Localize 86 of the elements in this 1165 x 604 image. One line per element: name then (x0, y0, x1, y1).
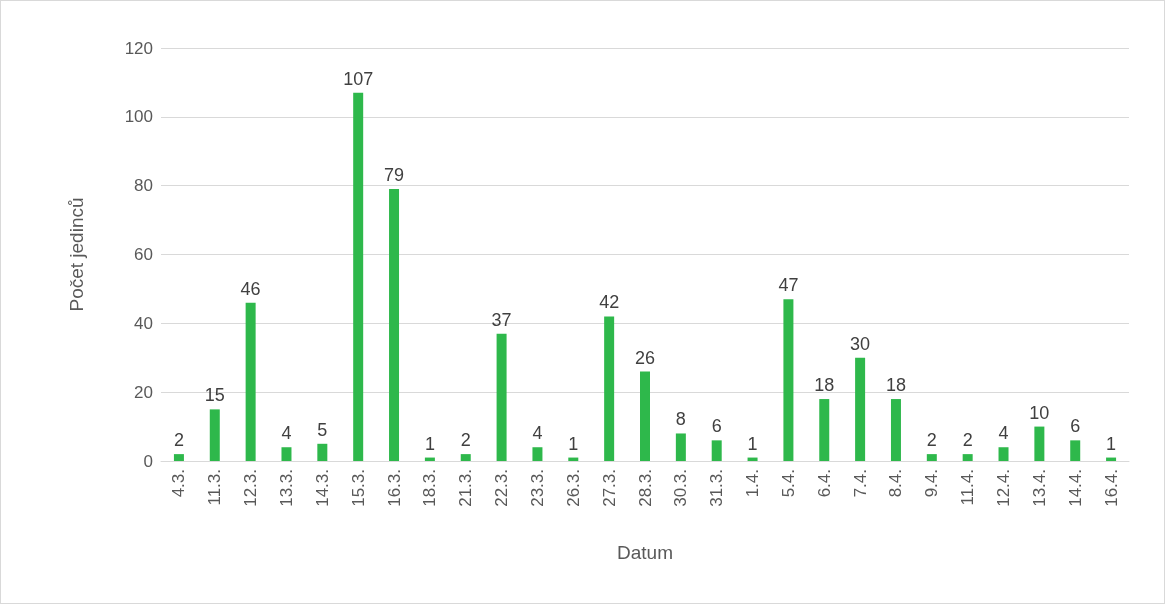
data-label: 1 (424, 433, 435, 454)
data-label: 2 (460, 430, 471, 451)
bar (532, 447, 543, 461)
bar (1034, 426, 1045, 461)
bar (640, 371, 650, 461)
data-label: 10 (1029, 402, 1050, 423)
x-tick-label: 8.4. (886, 469, 906, 498)
x-tick-label: 18.3. (420, 469, 440, 507)
data-label: 8 (675, 409, 686, 430)
data-label: 1 (568, 433, 579, 454)
bar (1070, 440, 1081, 461)
data-label: 2 (962, 430, 973, 451)
data-label: 4 (532, 423, 543, 444)
bar (173, 454, 184, 461)
x-tick-label: 22.3. (492, 469, 512, 507)
x-tick-label: 16.4. (1101, 469, 1121, 507)
y-tick-label: 120 (124, 38, 153, 58)
data-label: 30 (850, 333, 871, 354)
bar (675, 433, 686, 461)
x-tick-label: 9.4. (922, 469, 942, 498)
bar (496, 333, 507, 461)
x-tick-label: 26.3. (563, 469, 583, 507)
data-label: 107 (343, 68, 374, 89)
bar (209, 409, 220, 461)
bar (998, 447, 1009, 461)
x-tick-label: 30.3. (671, 469, 691, 507)
data-label: 1 (747, 433, 758, 454)
x-tick-label: 11.4. (958, 469, 978, 506)
x-tick-label: 16.3. (384, 469, 404, 507)
bar (281, 447, 292, 461)
bar (389, 189, 400, 461)
x-tick-label: 11.3. (205, 469, 225, 506)
y-tick-label: 80 (134, 176, 153, 196)
x-tick-label: 14.4. (1065, 469, 1085, 507)
bar (926, 454, 937, 461)
data-label: 4 (281, 423, 292, 444)
bar (317, 443, 328, 461)
y-tick-label: 40 (134, 313, 153, 333)
data-label: 6 (711, 416, 722, 437)
x-tick-label: 23.3. (527, 469, 547, 507)
data-label: 42 (599, 292, 620, 313)
data-label: 5 (317, 419, 328, 440)
x-tick-label: 14.3. (312, 469, 332, 507)
data-label: 15 (204, 385, 225, 406)
bar (819, 399, 830, 461)
bar (245, 302, 256, 461)
x-tick-label: 28.3. (635, 469, 655, 507)
data-label: 26 (634, 347, 656, 368)
x-tick-label: 21.3. (456, 469, 476, 507)
data-label: 1 (1106, 433, 1117, 454)
y-tick-label: 60 (134, 245, 153, 264)
x-axis-title: Datum (617, 542, 673, 563)
data-label: 18 (814, 375, 835, 396)
data-label: 79 (384, 165, 405, 186)
x-tick-label: 1.4. (743, 469, 763, 498)
x-tick-label: 12.4. (994, 469, 1014, 507)
y-axis-title: Počet jedinců (66, 197, 87, 312)
x-tick-label: 13.4. (1029, 469, 1049, 507)
data-label: 4 (998, 423, 1009, 444)
bar (962, 454, 973, 461)
data-label: 6 (1070, 416, 1081, 437)
data-label: 2 (926, 430, 937, 451)
x-tick-label: 15.3. (348, 469, 368, 507)
x-tick-label: 6.4. (814, 469, 834, 498)
y-tick-label: 20 (134, 382, 153, 402)
x-tick-label: 7.4. (850, 469, 870, 498)
bar (460, 454, 471, 461)
bar (890, 399, 901, 461)
bar (711, 440, 722, 461)
y-tick-label: 0 (143, 451, 153, 471)
y-tick-label: 100 (124, 107, 153, 127)
x-tick-label: 4.3. (169, 469, 189, 498)
x-tick-label: 5.4. (778, 469, 798, 498)
data-label: 47 (778, 275, 799, 296)
bar (604, 316, 615, 461)
bar (855, 357, 866, 461)
x-tick-label: 12.3. (241, 469, 261, 507)
bar (783, 299, 794, 461)
data-label: 37 (491, 309, 512, 330)
data-label: 2 (173, 430, 184, 451)
bar (353, 92, 364, 461)
data-label: 46 (240, 278, 261, 299)
data-label: 18 (885, 375, 906, 396)
x-tick-label: 13.3. (276, 469, 296, 507)
x-tick-label: 31.3. (707, 469, 727, 507)
x-tick-label: 27.3. (599, 469, 619, 507)
